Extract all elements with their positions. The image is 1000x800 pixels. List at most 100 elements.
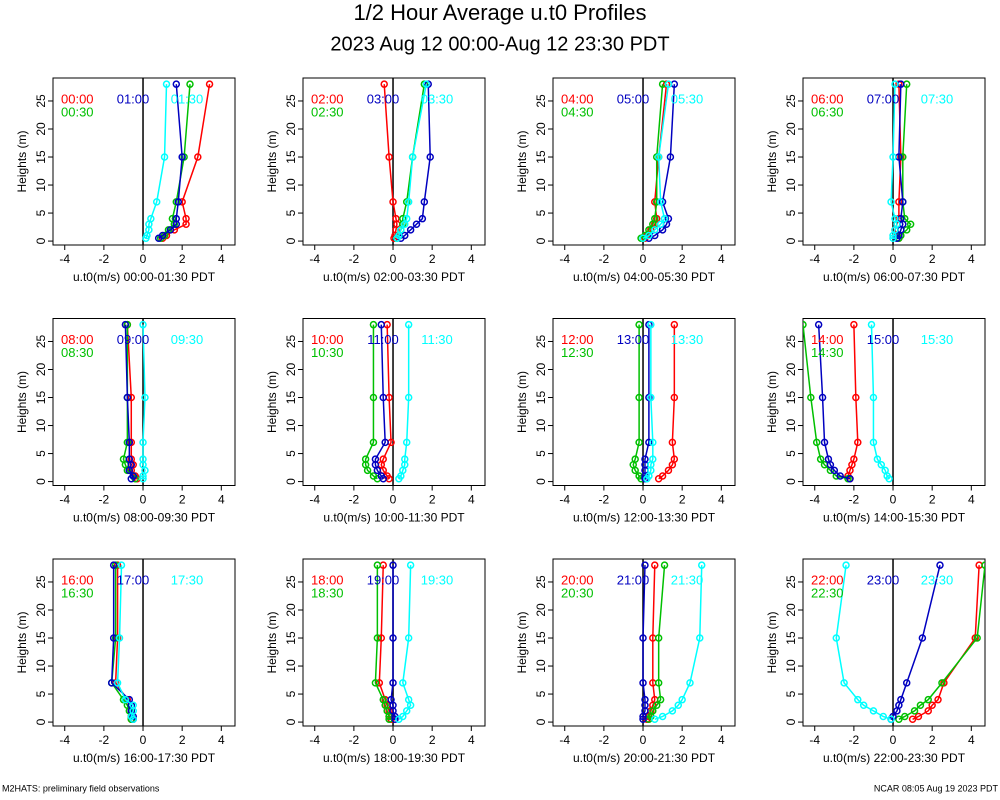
legend-entry: 01:00 [117, 91, 150, 106]
profile-point [934, 695, 942, 704]
profile-point [139, 455, 147, 463]
title: 1/2 Hour Average u.t0 Profiles [353, 0, 646, 25]
x-tick-label: -2 [849, 252, 860, 266]
x-tick-label: 4 [718, 493, 725, 507]
legend-entry: 09:30 [171, 332, 204, 347]
profile-point [651, 561, 659, 569]
y-tick-label: 25 [784, 575, 798, 589]
y-tick-label: 10 [284, 178, 298, 192]
profile-point [668, 707, 677, 715]
plot-area [637, 80, 679, 243]
y-axis-label: Heights (m) [15, 371, 29, 433]
profile-point [141, 393, 149, 402]
profile-point [649, 707, 657, 715]
y-tick-label: 0 [534, 478, 548, 485]
y-tick-label: 25 [34, 575, 48, 589]
plot-area [832, 561, 985, 724]
legend-entry: 15:30 [921, 332, 954, 347]
profile-point [117, 561, 126, 569]
profile-point [399, 712, 407, 721]
profile-point [908, 715, 917, 724]
x-tick-label: 2 [179, 493, 186, 507]
x-tick-label: -2 [599, 733, 610, 747]
x-tick-label: 0 [890, 493, 897, 507]
profile-point [402, 707, 411, 715]
x-tick-label: 4 [718, 733, 725, 747]
x-tick-label: 0 [890, 733, 897, 747]
profile-point [387, 695, 395, 704]
legend-entry: 08:30 [61, 345, 94, 360]
profile-point [182, 214, 190, 223]
x-tick-label: 4 [218, 252, 225, 266]
y-tick-label: 5 [534, 209, 548, 216]
y-axis-label: Heights (m) [15, 611, 29, 673]
x-tick-label: -2 [349, 252, 360, 266]
x-tick-label: 0 [640, 733, 647, 747]
profile-point [379, 455, 387, 463]
profile-point [895, 198, 903, 206]
legend-entry: 22:00 [811, 572, 844, 587]
x-tick-label: 4 [718, 252, 725, 266]
profile-point [166, 226, 175, 234]
legend-entry: 23:00 [867, 572, 900, 587]
profile-point [938, 679, 946, 687]
y-tick-label: 0 [534, 718, 548, 725]
y-tick-label: 25 [284, 575, 298, 589]
x-tick-label: 0 [640, 252, 647, 266]
profile-point [918, 634, 927, 642]
plot-area [371, 561, 415, 724]
profile-line [145, 84, 168, 239]
profile-point [109, 561, 118, 569]
legend-entry: 19:30 [421, 572, 454, 587]
plot-frame [302, 77, 486, 246]
legend-entry: 04:30 [561, 104, 594, 119]
y-tick-label: 20 [284, 603, 298, 617]
profile-point [174, 198, 182, 206]
profile-point [812, 438, 821, 447]
y-tick-label: 10 [284, 659, 298, 673]
profile-point [125, 455, 134, 463]
profile-line [158, 84, 183, 239]
profile-point [879, 712, 887, 721]
y-tick-label: 0 [784, 478, 798, 485]
x-axis-label: u.t0(m/s) 22:00-23:30 PDT [823, 751, 966, 765]
legend-entry: 11:00 [367, 332, 399, 347]
y-tick-label: 15 [784, 391, 798, 405]
y-tick-label: 25 [534, 575, 548, 589]
profile-point [373, 634, 382, 642]
y-tick-label: 5 [34, 209, 48, 216]
profile-point [651, 715, 659, 724]
y-tick-label: 15 [284, 631, 298, 645]
profile-point [139, 438, 147, 447]
plot-frame [52, 558, 236, 727]
legend-entry: 05:00 [617, 91, 650, 106]
profile-point [375, 679, 384, 687]
y-tick-label: 20 [534, 122, 548, 136]
x-tick-label: -2 [99, 252, 110, 266]
profile-point [814, 320, 823, 329]
profile-point [854, 695, 862, 704]
profile-point [850, 455, 858, 463]
y-tick-label: 10 [534, 659, 548, 673]
x-tick-label: 2 [429, 733, 436, 747]
footer-left: M2HATS: preliminary field observations [2, 783, 160, 793]
legend-entry: 02:30 [311, 104, 344, 119]
legend-entry: 21:00 [617, 572, 650, 587]
profile-point [406, 561, 415, 569]
profile-point [129, 472, 137, 480]
profile-point [162, 80, 171, 88]
legend-entry: 19:00 [367, 572, 400, 587]
x-tick-label: 0 [390, 493, 397, 507]
x-tick-label: 2 [679, 493, 686, 507]
x-tick-label: -4 [309, 733, 320, 747]
profile-point [379, 695, 387, 704]
profile-point [654, 679, 663, 687]
x-tick-label: 2 [179, 252, 186, 266]
profile-point [121, 320, 130, 329]
profile-point [178, 153, 186, 161]
profile-point [696, 634, 704, 642]
profile-point [639, 715, 647, 724]
plot-area [380, 80, 434, 243]
profile-point [121, 695, 130, 704]
